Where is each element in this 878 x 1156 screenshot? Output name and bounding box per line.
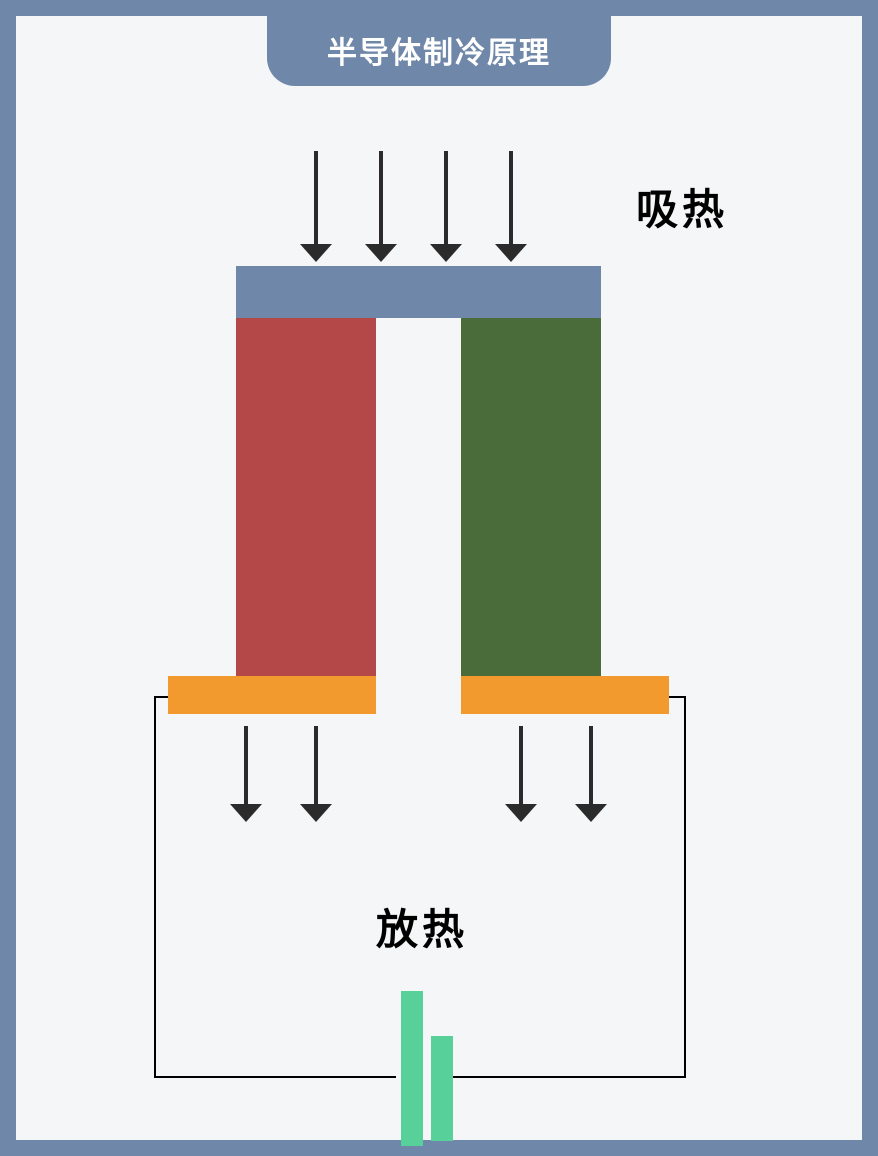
- absorb-arrow-1: [365, 151, 397, 262]
- right-bottom-plate: [461, 676, 669, 714]
- top-plate: [236, 266, 601, 318]
- wire-left-vertical: [154, 696, 156, 1078]
- battery-long-terminal: [401, 991, 423, 1146]
- wire-right-top: [669, 696, 686, 698]
- absorb-arrow-2: [430, 151, 462, 262]
- left-bottom-plate: [168, 676, 376, 714]
- wire-left-top: [154, 696, 168, 698]
- diagram-frame: 半导体制冷原理 吸热放热: [0, 0, 878, 1156]
- wire-bottom-right: [451, 1076, 686, 1078]
- left-semiconductor-leg: [236, 318, 376, 676]
- release-arrow-right-0: [505, 726, 537, 822]
- wire-bottom-left: [154, 1076, 396, 1078]
- release-arrow-left-1: [300, 726, 332, 822]
- release-arrow-right-1: [575, 726, 607, 822]
- absorb-arrow-0: [300, 151, 332, 262]
- diagram-canvas: 吸热放热: [16, 16, 862, 1140]
- absorb-arrow-3: [495, 151, 527, 262]
- wire-right-vertical: [684, 696, 686, 1078]
- absorb-label: 吸热: [636, 176, 728, 237]
- battery-short-terminal: [431, 1036, 453, 1141]
- release-arrow-left-0: [230, 726, 262, 822]
- release-label: 放热: [376, 896, 468, 957]
- right-semiconductor-leg: [461, 318, 601, 676]
